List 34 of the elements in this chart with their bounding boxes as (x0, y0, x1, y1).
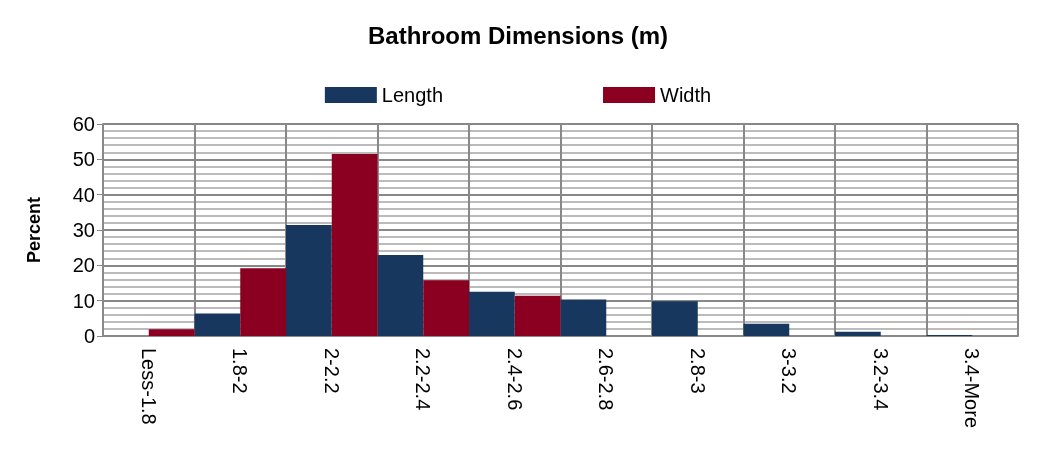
bar (377, 255, 424, 336)
x-tick-label: 3-3.2 (778, 348, 801, 394)
bar (469, 291, 515, 336)
x-tick-label: 2.6-2.8 (595, 348, 618, 411)
y-tick-label: 40 (72, 183, 95, 206)
x-tick-label: 2.2-2.4 (412, 348, 435, 411)
bar (652, 301, 698, 336)
y-tick-label: 50 (72, 148, 95, 171)
bar (514, 295, 561, 336)
x-tick-label: 1.8-2 (229, 348, 252, 394)
bar (240, 268, 286, 336)
legend-label: Width (660, 84, 712, 106)
y-tick-label: 10 (72, 289, 95, 312)
bar (331, 154, 378, 336)
bar (560, 299, 607, 336)
y-tick-label: 60 (72, 113, 95, 135)
bar (423, 280, 469, 336)
bar (286, 225, 332, 336)
y-tick-label: 20 (72, 254, 95, 277)
x-tick-label: 2.4-2.6 (503, 348, 526, 411)
x-tick-label: 2-2.2 (320, 348, 343, 394)
y-axis-title: Percent (24, 196, 44, 264)
x-tick-label: 3.2-3.4 (869, 348, 892, 411)
bar (743, 323, 790, 336)
bar (148, 329, 195, 336)
x-tick-label: 3.4-More (961, 348, 984, 429)
y-tick-label: 0 (83, 325, 95, 347)
bar (835, 331, 881, 336)
legend-label: Length (381, 84, 444, 106)
chart-title: Bathroom Dimensions (m) (367, 21, 669, 49)
bar (194, 313, 241, 336)
y-tick-label: 30 (72, 219, 95, 241)
x-tick-label: Less-1.8 (137, 348, 160, 425)
x-tick-label: 2.8-3 (686, 348, 709, 394)
